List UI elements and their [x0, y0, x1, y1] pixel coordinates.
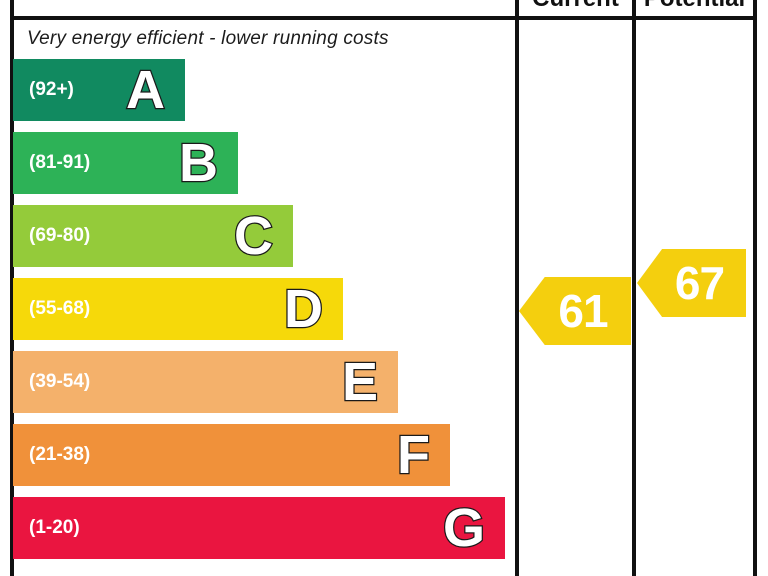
band-d: (55-68) D — [13, 278, 343, 340]
band-d-letter: D — [283, 279, 325, 339]
table-left-border — [10, 0, 14, 576]
band-a: (92+) A — [13, 59, 185, 121]
band-a-range: (92+) — [29, 79, 74, 100]
band-g-range: (1-20) — [29, 517, 80, 538]
band-e-range: (39-54) — [29, 371, 91, 392]
band-e: (39-54) E — [13, 351, 398, 413]
band-b-letter: B — [178, 133, 220, 193]
band-c-range: (69-80) — [29, 225, 91, 246]
potential-rating-value: 67 — [674, 257, 725, 309]
potential-rating-arrow: 67 — [637, 249, 746, 317]
band-d-range: (55-68) — [29, 298, 91, 319]
header-bottom-rule — [10, 16, 757, 20]
current-column-divider — [515, 0, 519, 576]
current-rating-value: 61 — [558, 285, 608, 337]
current-rating-arrow: 61 — [519, 277, 631, 345]
band-c: (69-80) C — [13, 205, 293, 267]
potential-column-header: Potential — [636, 0, 753, 16]
table-right-border — [753, 0, 757, 576]
current-column-label: Current — [532, 0, 619, 16]
band-g-letter: G — [442, 498, 487, 558]
band-e-letter: E — [341, 352, 380, 412]
potential-column-divider — [632, 0, 636, 576]
current-column-header: Current — [519, 0, 632, 16]
band-a-letter: A — [125, 60, 167, 120]
potential-column-label: Potential — [644, 0, 745, 16]
efficiency-caption: Very energy efficient - lower running co… — [27, 28, 389, 49]
band-b-range: (81-91) — [29, 152, 91, 173]
band-f: (21-38) F — [13, 424, 450, 486]
band-b: (81-91) B — [13, 132, 238, 194]
band-f-range: (21-38) — [29, 444, 91, 465]
band-g: (1-20) G — [13, 497, 505, 559]
band-f-letter: F — [396, 425, 432, 485]
band-c-letter: C — [233, 206, 275, 266]
